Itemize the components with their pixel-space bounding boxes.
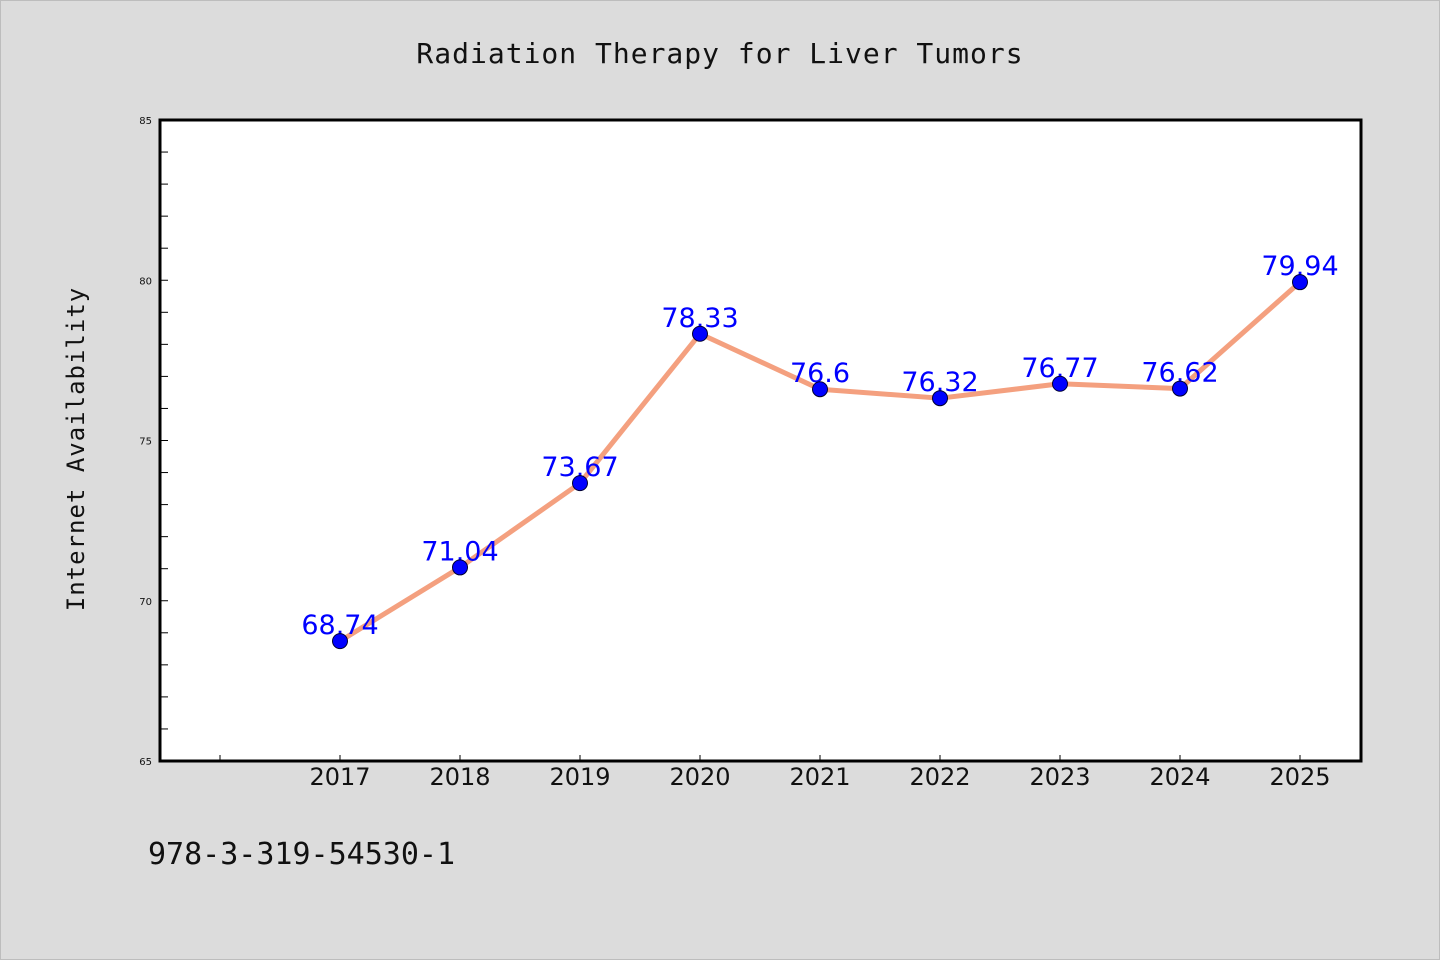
data-point xyxy=(1172,380,1188,397)
y-axis-label: Internet Availability xyxy=(62,287,90,611)
x-tick-label: 2023 xyxy=(1029,763,1090,791)
data-point xyxy=(932,390,948,407)
axis-ticks: 65 70 75 80 85 2017 2018 2019 2020 2021 2022 2023 20… xyxy=(139,116,1330,791)
y-tick-label: 75 xyxy=(139,437,152,448)
x-tick-label: 2022 xyxy=(909,763,970,791)
x-tick-label: 2024 xyxy=(1149,763,1210,791)
footnote-isbn: 978-3-319-54530-1 xyxy=(148,837,455,872)
x-tick-label: 2025 xyxy=(1269,763,1330,791)
chart-title: Radiation Therapy for Liver Tumors xyxy=(416,37,1023,70)
y-tick-label: 85 xyxy=(139,116,152,127)
x-tick-label: 2019 xyxy=(549,763,610,791)
data-point xyxy=(332,633,348,650)
data-point xyxy=(1292,274,1308,291)
y-tick-label: 65 xyxy=(139,757,152,768)
data-point xyxy=(452,559,468,576)
data-point xyxy=(572,475,588,492)
y-tick-label: 70 xyxy=(139,597,152,608)
plot-frame xyxy=(158,118,1363,763)
x-tick-label: 2021 xyxy=(789,763,850,791)
x-tick-label: 2017 xyxy=(309,763,370,791)
data-point xyxy=(812,381,828,398)
x-tick-label: 2020 xyxy=(669,763,730,791)
data-point xyxy=(1052,375,1068,392)
y-tick-label: 80 xyxy=(139,276,152,287)
plot-area xyxy=(160,120,1361,761)
data-point xyxy=(692,325,708,342)
x-tick-label: 2018 xyxy=(429,763,490,791)
data-markers xyxy=(332,274,1308,650)
